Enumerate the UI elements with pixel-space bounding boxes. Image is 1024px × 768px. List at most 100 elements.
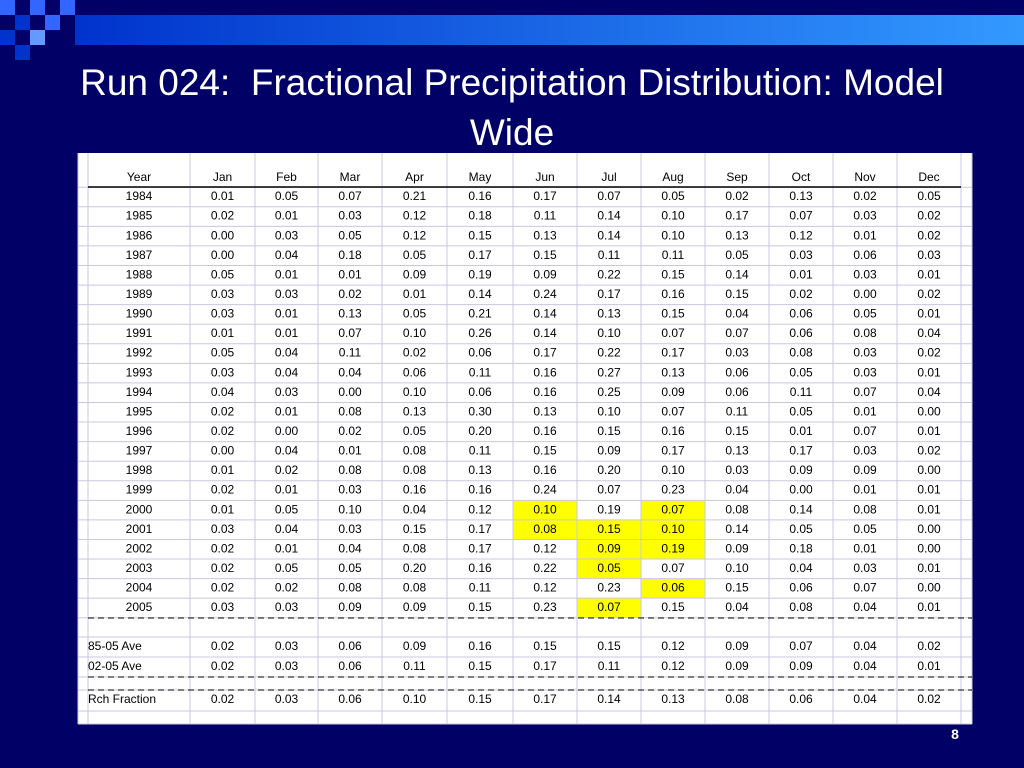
cell: 0.05: [853, 307, 877, 321]
cell: 0.15: [661, 600, 685, 614]
cell: 0.09: [533, 267, 557, 281]
cell: 0.11: [790, 385, 813, 399]
cell: 0.04: [275, 365, 299, 379]
cell: 0.16: [533, 463, 557, 477]
cell: 0.10: [533, 502, 557, 516]
cell: 0.10: [725, 561, 749, 575]
cell: 0.04: [917, 385, 941, 399]
cell: 0.06: [789, 692, 813, 706]
cell: 0.03: [275, 692, 299, 706]
cell: 0.06: [853, 248, 877, 262]
cell: 0.05: [917, 189, 941, 203]
cell: 0.05: [725, 248, 749, 262]
cell: 0.01: [275, 404, 299, 418]
cell: 0.15: [403, 522, 427, 536]
column-header: Oct: [792, 170, 811, 184]
cell: 0.03: [275, 385, 299, 399]
cell: 0.13: [725, 444, 749, 458]
row-label: 1992: [126, 346, 153, 360]
cell: 0.14: [597, 692, 621, 706]
row-label: 02-05 Ave: [88, 659, 142, 673]
cell: 0.02: [211, 404, 235, 418]
cell: 0.03: [338, 522, 362, 536]
cell: 0.03: [275, 600, 299, 614]
cell: 0.02: [211, 541, 235, 555]
cell: 0.06: [338, 659, 362, 673]
cell: 0.05: [338, 561, 362, 575]
cell: 0.15: [725, 424, 749, 438]
cell: 0.12: [403, 228, 427, 242]
cell: 0.10: [403, 692, 427, 706]
cell: 0.04: [853, 600, 877, 614]
cell: 0.07: [661, 404, 685, 418]
highlight: [641, 500, 705, 520]
cell: 0.15: [533, 639, 557, 653]
cell: 0.04: [338, 541, 362, 555]
row-label: 1989: [126, 287, 153, 301]
cell: 0.06: [338, 639, 362, 653]
cell: 0.17: [661, 346, 685, 360]
cell: 0.04: [789, 561, 813, 575]
page-number: 8: [951, 726, 959, 742]
cell: 0.02: [211, 639, 235, 653]
highlight: [513, 500, 577, 520]
cell: 0.05: [853, 522, 877, 536]
cell: 0.15: [533, 444, 557, 458]
cell: 0.04: [275, 248, 299, 262]
cell: 0.05: [789, 365, 813, 379]
cell: 0.14: [725, 267, 749, 281]
cell: 0.11: [339, 346, 362, 360]
cell: 0.02: [725, 189, 749, 203]
cell: 0.07: [789, 639, 813, 653]
row-label: 2003: [126, 561, 153, 575]
cell: 0.03: [853, 346, 877, 360]
cell: 0.10: [338, 502, 362, 516]
cell: 0.01: [403, 287, 427, 301]
slide-title: Run 024: Fractional Precipitation Distri…: [80, 62, 955, 153]
cell: 0.15: [533, 248, 557, 262]
cell: 0.16: [661, 424, 685, 438]
cell: 0.01: [917, 267, 941, 281]
row-label: 1995: [126, 404, 153, 418]
cell: 0.03: [211, 365, 235, 379]
cell: 0.02: [403, 346, 427, 360]
cell: 0.02: [338, 424, 362, 438]
cell: 0.09: [725, 541, 749, 555]
cell: 0.05: [789, 404, 813, 418]
cell: 0.02: [275, 463, 299, 477]
cell: 0.14: [597, 209, 621, 223]
cell: 0.08: [725, 692, 749, 706]
cell: 0.03: [275, 228, 299, 242]
cell: 0.25: [597, 385, 621, 399]
cell: 0.04: [275, 346, 299, 360]
cell: 0.10: [597, 326, 621, 340]
cell: 0.15: [468, 600, 492, 614]
cell: 0.01: [917, 659, 941, 673]
cell: 0.09: [597, 541, 621, 555]
cell: 0.04: [853, 639, 877, 653]
cell: 0.14: [597, 228, 621, 242]
cell: 0.05: [338, 228, 362, 242]
column-header: Jun: [535, 170, 554, 184]
row-label: 1985: [126, 209, 153, 223]
cell: 0.05: [597, 561, 621, 575]
highlight: [641, 519, 705, 540]
cell: 0.06: [789, 326, 813, 340]
cell: 0.13: [338, 307, 362, 321]
cell: 0.00: [917, 581, 941, 595]
cell: 0.27: [597, 365, 621, 379]
cell: 0.19: [597, 502, 621, 516]
cell: 0.11: [403, 659, 426, 673]
cell: 0.09: [338, 600, 362, 614]
cell: 0.14: [725, 522, 749, 536]
cell: 0.10: [597, 404, 621, 418]
cell: 0.05: [275, 189, 299, 203]
column-header: Aug: [662, 170, 683, 184]
cell: 0.10: [661, 209, 685, 223]
cell: 0.01: [917, 502, 941, 516]
cell: 0.01: [917, 600, 941, 614]
cell: 0.12: [661, 639, 685, 653]
cell: 0.17: [533, 189, 557, 203]
cell: 0.03: [853, 561, 877, 575]
